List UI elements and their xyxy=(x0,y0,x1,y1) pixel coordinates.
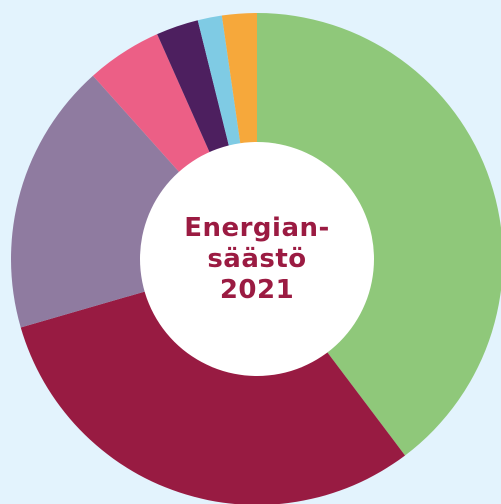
pie-slice-2 xyxy=(20,259,406,504)
slices-layer xyxy=(10,13,501,504)
donut-hole xyxy=(140,142,374,376)
pie-slice-1 xyxy=(257,13,501,456)
